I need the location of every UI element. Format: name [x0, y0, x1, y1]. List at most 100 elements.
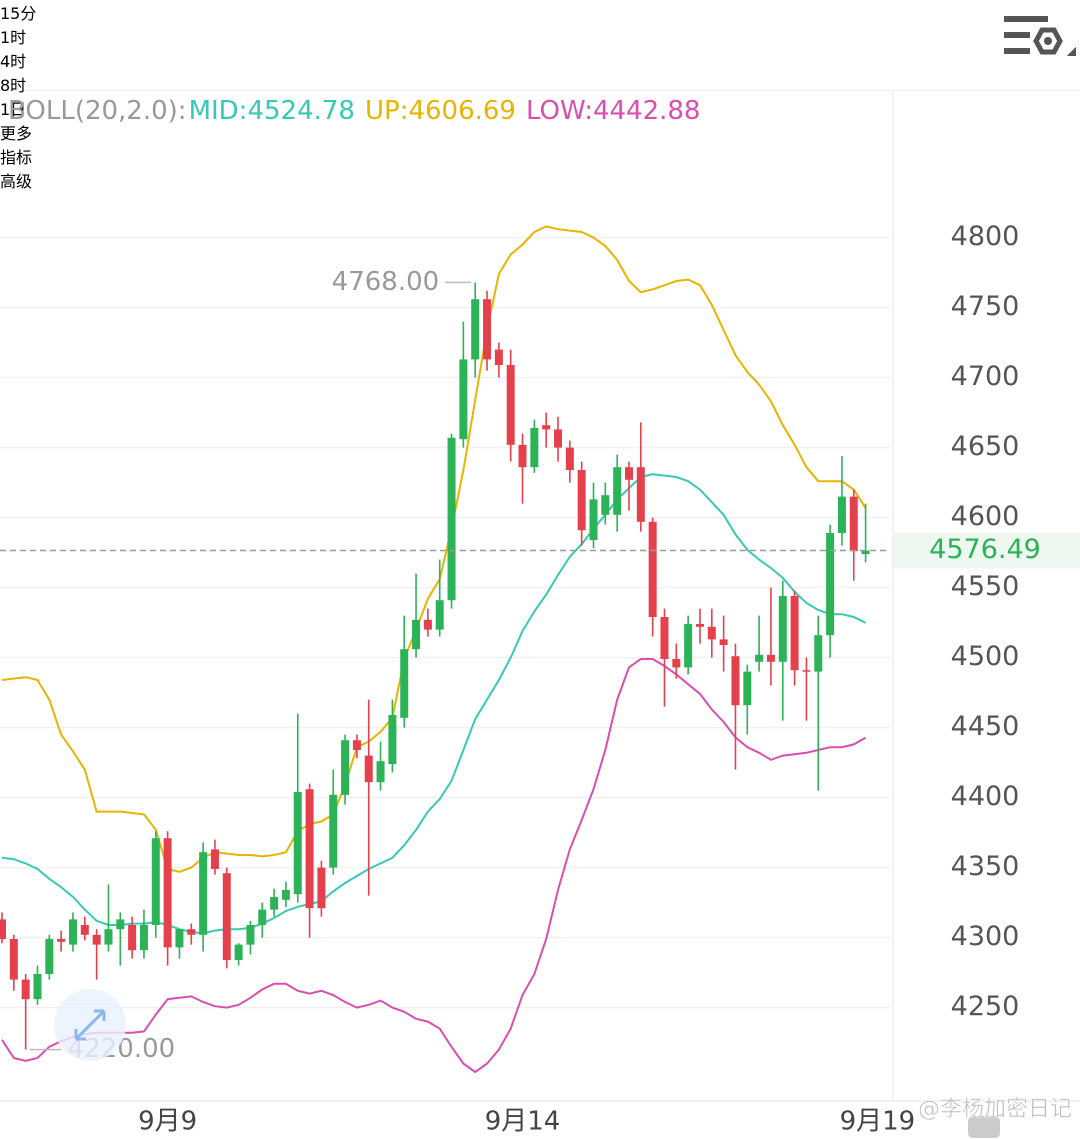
candle-body	[139, 925, 148, 951]
candle-body	[92, 934, 101, 945]
candle-body	[601, 495, 610, 515]
boll-legend: BOLL(20,2.0):MID:4524.78 UP:4606.69 LOW:44…	[8, 96, 700, 126]
candle-body	[447, 437, 456, 601]
candle-body	[222, 873, 231, 960]
candle-body	[80, 925, 89, 935]
candle-body	[695, 624, 704, 627]
candle-body	[175, 929, 184, 948]
candle-body	[352, 740, 361, 750]
candle-body	[68, 919, 77, 945]
candle-body	[483, 299, 492, 360]
band-line	[1, 473, 867, 935]
candle-body	[494, 349, 503, 365]
candle-body	[802, 670, 811, 672]
tab[interactable]: 15分	[0, 4, 37, 23]
candle-body	[116, 919, 125, 930]
candle-body	[435, 600, 444, 630]
candle-body	[613, 467, 622, 515]
candle-body	[849, 496, 858, 552]
y-tick-label: 4750	[951, 291, 1020, 322]
candle-body	[270, 897, 279, 910]
candle-body	[743, 671, 752, 706]
candle-body	[364, 755, 373, 783]
candle-body	[21, 979, 30, 1000]
y-tick-label: 4800	[951, 221, 1020, 252]
tab[interactable]: 1日	[0, 100, 27, 119]
candle-body	[412, 619, 421, 650]
candle-body	[589, 499, 598, 540]
candle-body	[731, 656, 740, 706]
y-tick-label: 4550	[951, 571, 1020, 602]
watermark-icon	[968, 1116, 1000, 1138]
tab[interactable]: 1时	[0, 28, 27, 47]
candle-body	[210, 849, 219, 869]
candle-body	[542, 425, 551, 430]
candle-body	[163, 838, 172, 948]
settings-icon[interactable]	[1000, 10, 1070, 70]
band-line	[1, 658, 867, 1074]
dropdown-arrow	[1067, 47, 1076, 56]
tab[interactable]: 高级	[0, 47, 1080, 192]
y-tick-label: 4450	[951, 711, 1020, 742]
candle-body	[565, 447, 574, 470]
tab-bar: 15分 1时 4时 8时 1日 更多 指标 高级	[0, 0, 1080, 191]
candle-body	[660, 617, 669, 659]
candle-body	[9, 939, 18, 980]
candle-body	[151, 838, 160, 925]
candle-body	[707, 626, 716, 640]
y-tick-label: 4600	[951, 501, 1020, 532]
indicator-label: BOLL(20,2.0):	[8, 96, 187, 126]
candle-body	[790, 596, 799, 671]
candle-body	[199, 852, 208, 935]
high-label: 4768.00	[332, 267, 440, 297]
candle-body	[234, 944, 243, 960]
legend-name: LOW:	[525, 96, 593, 126]
candle-body	[459, 359, 468, 440]
candle-body	[317, 867, 326, 909]
candle-body	[329, 794, 338, 868]
candle-body	[826, 533, 835, 636]
y-tick-label: 4650	[951, 431, 1020, 462]
band-line	[1, 225, 867, 873]
candle-body	[187, 929, 196, 935]
candle-body	[128, 925, 137, 951]
tab[interactable]: 4时	[0, 52, 27, 71]
candle-body	[104, 929, 113, 945]
candle-body	[400, 649, 409, 718]
candle-body	[577, 470, 586, 531]
candle-body	[258, 909, 267, 925]
legend-name: UP:	[364, 96, 409, 126]
candle-body	[766, 654, 775, 662]
y-tick-label: 4350	[951, 851, 1020, 882]
x-tick-label: 9月14	[485, 1107, 561, 1137]
candle-body	[376, 761, 385, 783]
expand-icon	[74, 1009, 106, 1041]
candle-body	[624, 467, 633, 480]
last-price-label: 4576.49	[929, 534, 1041, 565]
candle-body	[719, 639, 728, 645]
candle-body	[45, 939, 54, 974]
candle-body	[246, 925, 255, 945]
y-tick-label: 4400	[951, 781, 1020, 812]
candle-body	[506, 365, 515, 445]
candle-body	[672, 659, 681, 668]
last-price-box	[893, 532, 1080, 569]
candle-body	[636, 467, 645, 522]
candle-body	[518, 444, 527, 468]
candle-body	[554, 429, 563, 448]
candle-body	[530, 428, 539, 468]
y-tick-label: 4300	[951, 921, 1020, 952]
y-tick-label: 4250	[951, 991, 1020, 1022]
legend-name: MID:	[188, 96, 248, 126]
candle-body	[305, 789, 314, 909]
candle-body	[33, 974, 42, 1000]
candle-body	[471, 299, 480, 360]
y-tick-label: 4500	[951, 641, 1020, 672]
candle-body	[281, 890, 290, 900]
legend-value: 4442.88	[592, 96, 701, 126]
candle-body	[755, 654, 764, 662]
candle-body	[684, 624, 693, 668]
tab[interactable]: 8时	[0, 76, 27, 95]
